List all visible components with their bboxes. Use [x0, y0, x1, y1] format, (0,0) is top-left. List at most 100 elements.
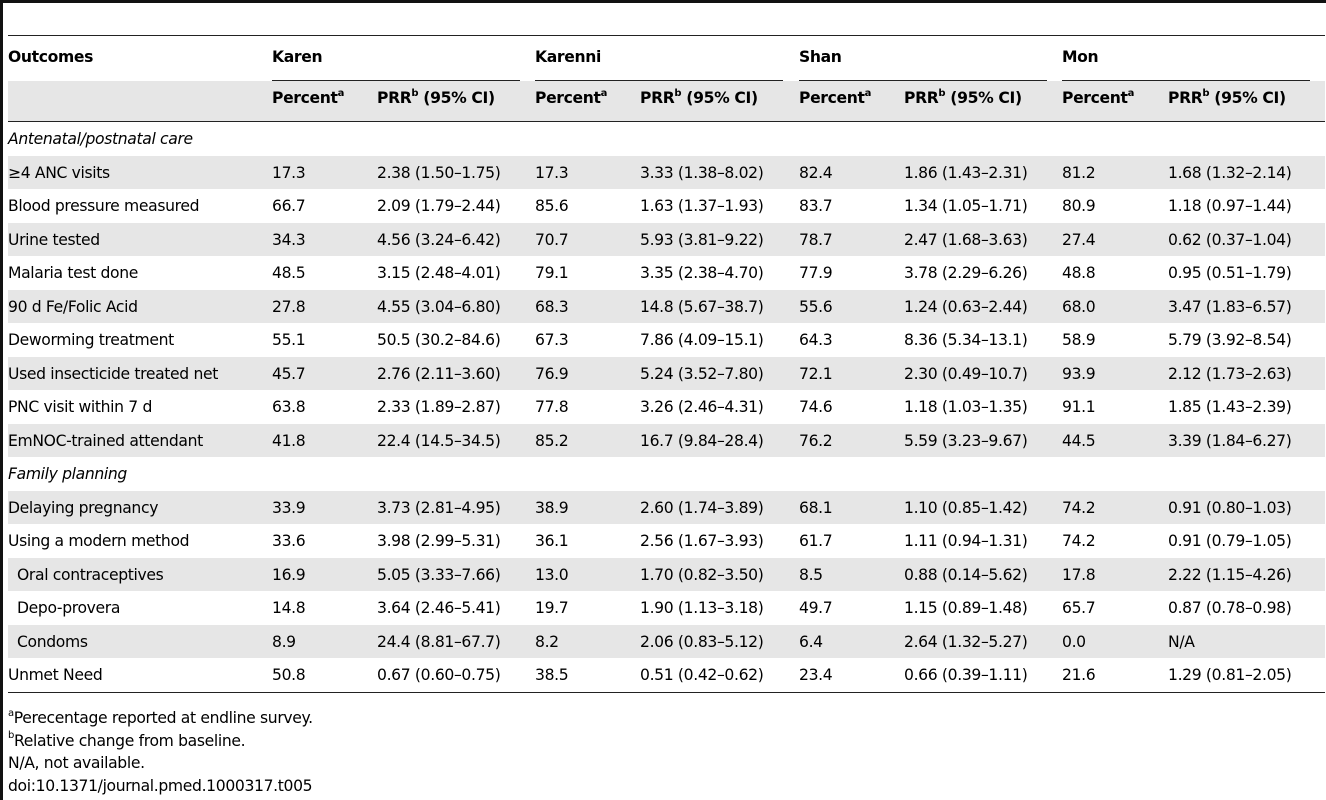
- row-background: [8, 557, 1325, 591]
- prr-cell: 5.59 (3.23–9.67): [904, 431, 1028, 450]
- prr-cell: 3.35 (2.38–4.70): [640, 264, 764, 282]
- top-border: [0, 0, 1326, 3]
- percent-cell: 41.8: [272, 431, 306, 450]
- percent-cell: 48.5: [272, 264, 306, 282]
- prr-subheader: PRRb (95% CI): [1168, 88, 1286, 108]
- group-underline: [272, 80, 520, 81]
- row-label: Delaying pregnancy: [8, 498, 159, 517]
- prr-label: PRR: [377, 89, 412, 107]
- footnote-marker: a: [864, 87, 872, 99]
- percent-cell: 83.7: [799, 197, 833, 215]
- prr-cell: 0.62 (0.37–1.04): [1168, 230, 1292, 249]
- percent-subheader: Percenta: [1062, 88, 1134, 108]
- row-label: Deworming treatment: [8, 331, 174, 349]
- prr-cell: 14.8 (5.67–38.7): [640, 297, 764, 316]
- prr-cell: 1.15 (0.89–1.48): [904, 599, 1028, 617]
- prr-cell: 2.47 (1.68–3.63): [904, 230, 1028, 249]
- footnote-text: N/A, not available.: [8, 754, 145, 772]
- prr-cell: 3.15 (2.48–4.01): [377, 264, 501, 282]
- prr-cell: 5.24 (3.52–7.80): [640, 364, 764, 383]
- percent-cell: 50.8: [272, 666, 306, 684]
- prr-cell: 24.4 (8.81–67.7): [377, 632, 501, 651]
- percent-cell: 81.2: [1062, 163, 1096, 182]
- prr-cell: 2.60 (1.74–3.89): [640, 498, 764, 517]
- row-label: Blood pressure measured: [8, 197, 200, 215]
- percent-cell: 70.7: [535, 230, 569, 249]
- percent-cell: 8.5: [799, 565, 823, 584]
- prr-cell: 1.29 (0.81–2.05): [1168, 666, 1292, 684]
- prr-cell: 1.18 (1.03–1.35): [904, 398, 1028, 416]
- percent-cell: 58.9: [1062, 331, 1096, 349]
- row-label: EmNOC-trained attendant: [8, 431, 203, 450]
- prr-cell: 50.5 (30.2–84.6): [377, 331, 501, 349]
- percent-cell: 8.2: [535, 632, 559, 651]
- percent-cell: 48.8: [1062, 264, 1096, 282]
- row-background: [8, 624, 1325, 658]
- header-top-rule: [8, 35, 1325, 36]
- percent-cell: 13.0: [535, 565, 569, 584]
- prr-cell: 2.12 (1.73–2.63): [1168, 364, 1292, 383]
- prr-cell: 0.91 (0.80–1.03): [1168, 498, 1292, 517]
- footnote-marker: b: [1202, 87, 1210, 99]
- percent-cell: 67.3: [535, 331, 569, 349]
- percent-cell: 17.8: [1062, 565, 1096, 584]
- percent-cell: 78.7: [799, 230, 833, 249]
- prr-cell: 2.06 (0.83–5.12): [640, 632, 764, 651]
- table-bottom-rule: [8, 692, 1325, 693]
- group-underline: [799, 80, 1047, 81]
- percent-cell: 21.6: [1062, 666, 1096, 684]
- row-label: Urine tested: [8, 230, 100, 249]
- footnote-marker: b: [8, 730, 14, 742]
- prr-cell: 2.56 (1.67–3.93): [640, 532, 764, 550]
- prr-cell: 0.66 (0.39–1.11): [904, 666, 1028, 684]
- percent-cell: 64.3: [799, 331, 833, 349]
- footnote-marker: a: [337, 87, 345, 99]
- prr-cell: 1.90 (1.13–3.18): [640, 599, 764, 617]
- percent-cell: 8.9: [272, 632, 296, 651]
- percent-cell: 38.9: [535, 498, 569, 517]
- outcomes-header: Outcomes: [8, 48, 94, 66]
- percent-cell: 65.7: [1062, 599, 1096, 617]
- row-label: Used insecticide treated net: [8, 364, 218, 383]
- group-header: Karenni: [535, 48, 601, 66]
- percent-cell: 45.7: [272, 364, 306, 383]
- header-bottom-rule: [8, 121, 1325, 122]
- prr-cell: 1.63 (1.37–1.93): [640, 197, 764, 215]
- prr-ci-label: (95% CI): [1209, 89, 1286, 107]
- percent-cell: 19.7: [535, 599, 569, 617]
- prr-cell: 0.95 (0.51–1.79): [1168, 264, 1292, 282]
- prr-cell: 2.38 (1.50–1.75): [377, 163, 501, 182]
- prr-ci-label: (95% CI): [681, 89, 758, 107]
- prr-cell: 3.33 (1.38–8.02): [640, 163, 764, 182]
- prr-cell: 1.86 (1.43–2.31): [904, 163, 1028, 182]
- percent-cell: 33.6: [272, 532, 306, 550]
- row-label: PNC visit within 7 d: [8, 398, 153, 416]
- subheader-background: [8, 81, 1325, 121]
- percent-cell: 91.1: [1062, 398, 1096, 416]
- prr-cell: 1.11 (0.94–1.31): [904, 532, 1028, 550]
- prr-cell: N/A: [1168, 632, 1195, 651]
- prr-subheader: PRRb (95% CI): [377, 88, 495, 108]
- footnote: doi:10.1371/journal.pmed.1000317.t005: [8, 776, 313, 796]
- percent-cell: 77.9: [799, 264, 833, 282]
- percent-label: Percent: [535, 89, 601, 107]
- section-heading: Antenatal/postnatal care: [8, 130, 193, 148]
- percent-cell: 74.2: [1062, 532, 1096, 550]
- row-background: [8, 222, 1325, 256]
- prr-cell: 0.51 (0.42–0.62): [640, 666, 764, 684]
- percent-cell: 68.3: [535, 297, 569, 316]
- row-label: ≥4 ANC visits: [8, 163, 110, 182]
- prr-cell: 8.36 (5.34–13.1): [904, 331, 1028, 349]
- percent-cell: 79.1: [535, 264, 569, 282]
- percent-cell: 55.6: [799, 297, 833, 316]
- prr-subheader: PRRb (95% CI): [640, 88, 758, 108]
- percent-cell: 34.3: [272, 230, 306, 249]
- percent-cell: 63.8: [272, 398, 306, 416]
- percent-cell: 68.1: [799, 498, 833, 517]
- percent-cell: 17.3: [535, 163, 569, 182]
- percent-subheader: Percenta: [535, 88, 607, 108]
- prr-cell: 0.91 (0.79–1.05): [1168, 532, 1292, 550]
- percent-label: Percent: [799, 89, 865, 107]
- prr-subheader: PRRb (95% CI): [904, 88, 1022, 108]
- prr-cell: 3.64 (2.46–5.41): [377, 599, 501, 617]
